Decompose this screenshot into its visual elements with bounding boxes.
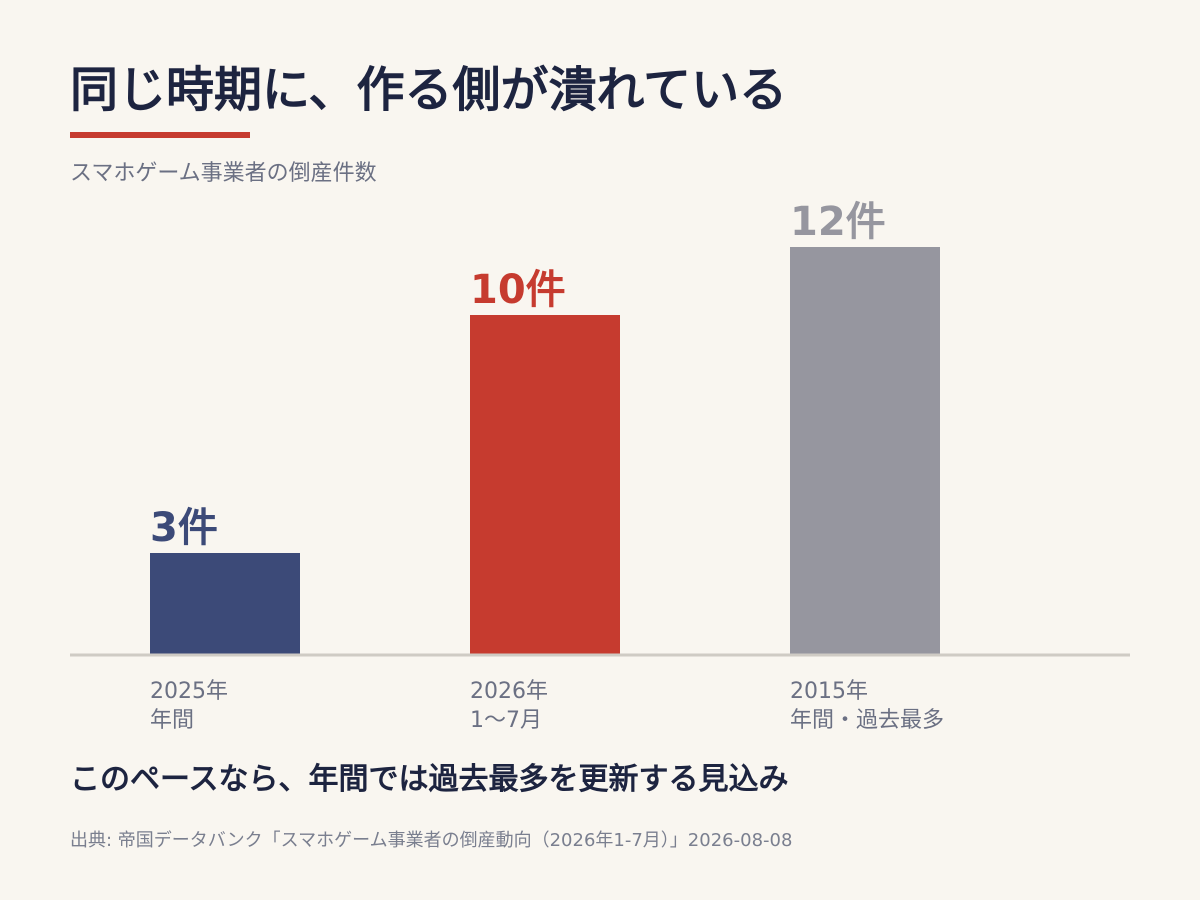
bar-3 xyxy=(790,247,940,655)
tick-label-3-line-1: 2015年 xyxy=(790,679,868,704)
page-title: 同じ時期に、作る側が潰れている xyxy=(70,62,788,118)
tick-label-2-line-1: 2026年 xyxy=(470,679,548,704)
bar-2 xyxy=(470,315,620,655)
tick-label-1-line-2: 年間 xyxy=(150,708,194,733)
tick-label-3-line-2: 年間・過去最多 xyxy=(790,708,944,733)
source-citation: 出典: 帝国データバンク「スマホゲーム事業者の倒産動向（2026年1-7月）」2… xyxy=(70,830,793,851)
conclusion-text: このペースなら、年間では過去最多を更新する見込み xyxy=(70,762,789,797)
tick-label-2-line-2: 1〜7月 xyxy=(470,708,542,733)
bar-1 xyxy=(150,553,300,655)
title-accent-rule xyxy=(70,132,250,138)
tick-label-1-line-1: 2025年 xyxy=(150,679,228,704)
chart-subtitle: スマホゲーム事業者の倒産件数 xyxy=(70,161,377,186)
data-label-1: 3件 xyxy=(150,505,218,551)
data-label-2: 10件 xyxy=(470,267,566,313)
data-label-3: 12件 xyxy=(790,199,886,245)
